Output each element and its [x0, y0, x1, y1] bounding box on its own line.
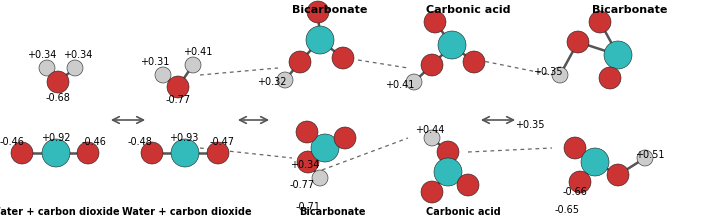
Circle shape [334, 127, 356, 149]
Circle shape [47, 71, 69, 93]
Text: -0.65: -0.65 [554, 205, 580, 215]
Text: +0.32: +0.32 [257, 77, 287, 87]
Circle shape [424, 130, 440, 146]
Text: -0.77: -0.77 [289, 180, 315, 190]
Circle shape [406, 74, 422, 90]
Circle shape [637, 150, 653, 166]
Circle shape [307, 1, 329, 23]
Circle shape [311, 134, 339, 162]
Text: -0.48: -0.48 [127, 137, 153, 147]
Circle shape [437, 141, 459, 163]
Circle shape [207, 142, 229, 164]
Text: Water + carbon dioxide: Water + carbon dioxide [122, 207, 252, 217]
Circle shape [171, 139, 199, 167]
Circle shape [185, 57, 201, 73]
Text: Bicarbonate: Bicarbonate [593, 5, 667, 15]
Circle shape [421, 181, 443, 203]
Text: -0.47: -0.47 [210, 137, 235, 147]
Circle shape [289, 51, 311, 73]
Text: Carbonic acid: Carbonic acid [426, 207, 500, 217]
Circle shape [564, 137, 586, 159]
Circle shape [312, 170, 328, 186]
Circle shape [457, 174, 479, 196]
Text: Bicarbonate: Bicarbonate [299, 207, 365, 217]
Text: Bicarbonate: Bicarbonate [292, 5, 368, 15]
Circle shape [39, 60, 55, 76]
Circle shape [589, 11, 611, 33]
Circle shape [552, 67, 568, 83]
Circle shape [277, 72, 293, 88]
Text: +0.51: +0.51 [635, 150, 665, 160]
Text: -0.66: -0.66 [562, 187, 588, 197]
Circle shape [296, 121, 318, 143]
Text: -0.68: -0.68 [45, 93, 71, 103]
Text: +0.35: +0.35 [534, 67, 563, 77]
Circle shape [581, 148, 609, 176]
Text: +0.34: +0.34 [290, 160, 320, 170]
Circle shape [567, 31, 589, 53]
Text: +0.93: +0.93 [169, 133, 199, 143]
Text: +0.31: +0.31 [140, 57, 170, 67]
Text: -0.71: -0.71 [295, 202, 320, 212]
Text: -0.77: -0.77 [166, 95, 191, 105]
Circle shape [306, 26, 334, 54]
Circle shape [569, 171, 591, 193]
Text: +0.41: +0.41 [184, 47, 212, 57]
Circle shape [332, 47, 354, 69]
Text: +0.41: +0.41 [385, 80, 415, 90]
Circle shape [11, 142, 33, 164]
Text: +0.34: +0.34 [27, 50, 57, 60]
Circle shape [607, 164, 629, 186]
Circle shape [434, 158, 462, 186]
Circle shape [67, 60, 83, 76]
Circle shape [421, 54, 443, 76]
Circle shape [424, 11, 446, 33]
Circle shape [604, 41, 632, 69]
Text: +0.44: +0.44 [415, 125, 445, 135]
Text: +0.34: +0.34 [63, 50, 93, 60]
Text: +0.92: +0.92 [41, 133, 71, 143]
Circle shape [463, 51, 485, 73]
Text: Carbonic acid: Carbonic acid [426, 5, 510, 15]
Circle shape [297, 151, 319, 173]
Circle shape [599, 67, 621, 89]
Circle shape [155, 67, 171, 83]
Text: -0.46: -0.46 [0, 137, 24, 147]
Text: -0.46: -0.46 [81, 137, 107, 147]
Circle shape [167, 76, 189, 98]
Circle shape [141, 142, 163, 164]
Text: +0.35: +0.35 [516, 120, 545, 130]
Circle shape [438, 31, 466, 59]
Text: Water + carbon dioxide: Water + carbon dioxide [0, 207, 120, 217]
Circle shape [42, 139, 70, 167]
Circle shape [77, 142, 99, 164]
